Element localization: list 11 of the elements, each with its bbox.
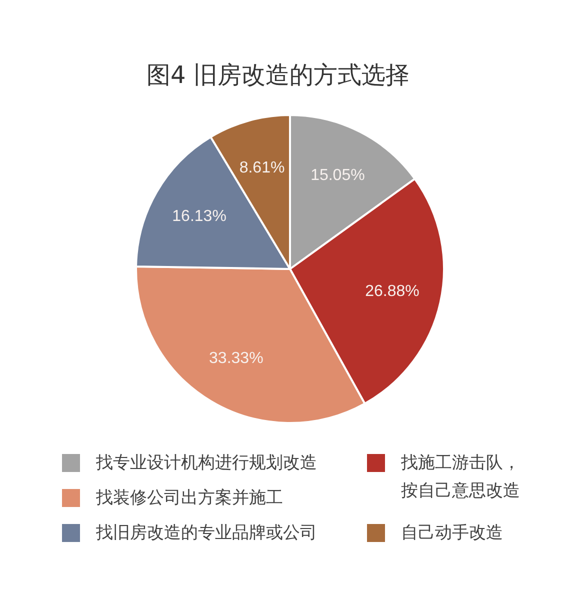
legend-label: 找施工游击队，按自己意思改造 [401, 452, 521, 503]
legend-label: 找旧房改造的专业品牌或公司 [96, 522, 317, 545]
legend-label: 找装修公司出方案并施工 [96, 487, 283, 510]
data-label: 26.88% [365, 283, 420, 300]
data-label: 33.33% [209, 350, 264, 368]
chart-title: 图4 旧房改造的方式选择 [146, 60, 410, 90]
data-label: 16.13% [172, 208, 226, 226]
data-label: 8.61% [239, 159, 285, 176]
legend-label: 自己动手改造 [401, 522, 503, 545]
data-label: 15.05% [310, 167, 365, 184]
legend-label: 找专业设计机构进行规划改造 [96, 452, 317, 475]
